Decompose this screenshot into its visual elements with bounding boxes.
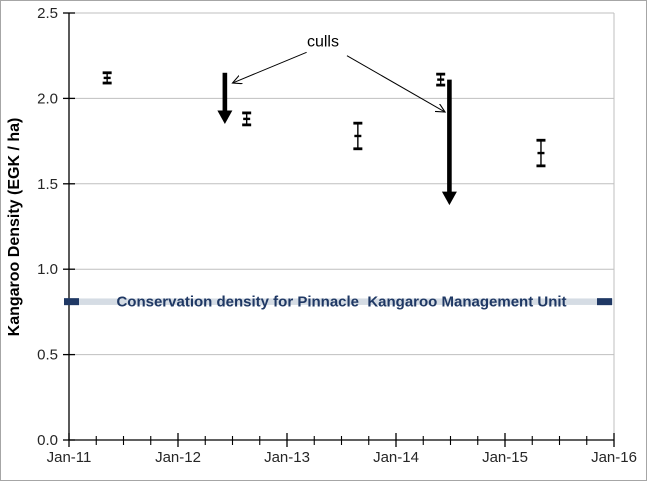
line-end-dash-right bbox=[597, 298, 612, 306]
data-point-error-bar bbox=[436, 72, 446, 87]
y-tick-label: 2.5 bbox=[37, 5, 58, 22]
culls-pointer-arrow bbox=[346, 55, 445, 112]
line-end-dash-left bbox=[64, 298, 79, 306]
data-point-error-bar bbox=[536, 138, 546, 168]
x-tick-label: Jan-12 bbox=[155, 449, 201, 466]
y-tick-label: 0.5 bbox=[37, 347, 58, 364]
culls-pointer-arrow bbox=[233, 51, 307, 83]
culls-label: culls bbox=[307, 33, 339, 50]
y-tick-label: 1.5 bbox=[37, 176, 58, 193]
conservation-density-line bbox=[64, 298, 613, 305]
y-axis-title: Kangaroo Density (EGK / ha) bbox=[6, 118, 23, 337]
y-tick-label: 2.0 bbox=[37, 90, 58, 107]
x-tick-label: Jan-16 bbox=[591, 449, 637, 466]
data-point-error-bar bbox=[102, 71, 112, 85]
y-tick-label: 1.0 bbox=[37, 261, 58, 278]
cull-arrow bbox=[217, 72, 233, 125]
x-tick-label: Jan-11 bbox=[47, 449, 92, 466]
x-tick-label: Jan-15 bbox=[482, 449, 528, 466]
data-point-error-bar bbox=[242, 111, 252, 127]
conservation-density-label: Conservation density for Pinnacle Kangar… bbox=[116, 294, 566, 311]
cull-arrow-head bbox=[441, 191, 457, 206]
y-tick-label: 0.0 bbox=[37, 432, 58, 449]
x-tick-label: Jan-13 bbox=[264, 449, 310, 466]
x-tick-label: Jan-14 bbox=[373, 449, 419, 466]
cull-arrow bbox=[441, 79, 457, 206]
cull-arrow-head bbox=[217, 110, 233, 125]
data-point-error-bar bbox=[353, 121, 363, 151]
